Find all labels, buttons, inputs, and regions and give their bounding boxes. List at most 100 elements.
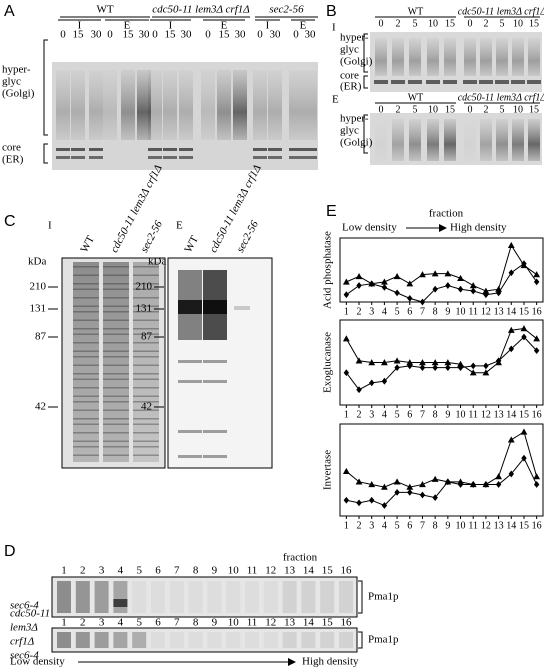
smear	[207, 581, 222, 613]
lane-label: 30	[270, 29, 282, 41]
gel-frame	[51, 627, 358, 653]
x-tick-label: 13	[494, 306, 504, 317]
smear	[339, 581, 353, 613]
lane-label: 10	[428, 18, 438, 29]
band	[73, 297, 99, 299]
point	[432, 285, 438, 293]
lane-label: 2	[80, 565, 86, 577]
lane-label: 15	[529, 104, 539, 115]
point	[431, 475, 439, 482]
lane-label: 15	[165, 29, 177, 41]
band	[178, 380, 202, 383]
band	[103, 423, 129, 425]
x-tick-label: 10	[456, 520, 466, 531]
point	[520, 428, 528, 435]
band	[103, 288, 129, 290]
point	[368, 280, 375, 288]
bracket	[358, 580, 363, 614]
lane-label: 0	[379, 18, 384, 29]
point	[521, 333, 527, 341]
lane-label: 0	[152, 29, 158, 41]
band	[133, 297, 159, 299]
fraction: E	[124, 20, 131, 32]
point	[356, 386, 362, 394]
density-label: Low density	[10, 656, 65, 667]
lane-label: 4	[118, 565, 124, 577]
plot-frame	[339, 423, 544, 517]
point	[356, 282, 362, 289]
gel	[52, 577, 357, 617]
x-tick-label: 2	[357, 409, 362, 420]
point	[508, 345, 515, 353]
point	[431, 270, 439, 277]
lane-label: 10	[513, 104, 523, 115]
point	[521, 454, 527, 462]
gel-label: E	[176, 220, 183, 232]
smear	[528, 38, 540, 76]
strain-label: lem3Δ	[10, 622, 38, 634]
x-tick-label: 12	[481, 409, 491, 420]
lane-label: 9	[212, 617, 218, 629]
band	[203, 380, 227, 383]
axis-title: fraction	[429, 208, 464, 220]
lane-label: 15	[73, 29, 85, 41]
series-line	[345, 336, 538, 391]
genotype: WT	[96, 4, 113, 16]
point	[520, 325, 528, 332]
gel-label: I	[48, 220, 52, 232]
band	[56, 156, 70, 159]
band	[103, 356, 129, 358]
x-tick-label: 12	[481, 520, 491, 531]
band-label: (Golgi)	[340, 56, 373, 68]
band	[133, 328, 159, 330]
band	[133, 423, 159, 425]
band	[103, 328, 129, 330]
smear	[512, 119, 524, 161]
band	[303, 148, 317, 151]
bracket	[363, 33, 368, 73]
point	[533, 347, 540, 354]
point	[445, 282, 451, 289]
genotype: cdc50-11 lem3Δ crf1Δ	[458, 92, 544, 103]
bracket	[43, 39, 48, 136]
lane-label: 0	[468, 104, 473, 115]
smear	[188, 581, 203, 613]
smear	[75, 581, 90, 613]
band	[179, 156, 193, 159]
band	[73, 288, 99, 290]
point	[469, 369, 477, 376]
point	[406, 483, 414, 490]
band	[133, 440, 159, 442]
point	[381, 359, 388, 366]
band	[443, 80, 457, 84]
point	[394, 364, 400, 371]
band	[71, 156, 85, 159]
point	[355, 357, 363, 364]
band	[253, 156, 267, 159]
smear	[226, 581, 241, 613]
lane-label: 15	[445, 104, 455, 115]
point	[419, 271, 426, 278]
point	[355, 273, 363, 280]
band	[103, 395, 129, 397]
point	[394, 289, 400, 297]
point	[431, 359, 439, 366]
smear	[113, 632, 128, 648]
point	[394, 488, 400, 496]
x-tick-label: 11	[468, 520, 478, 531]
lane-label: 0	[257, 29, 263, 41]
band	[178, 430, 202, 433]
fraction: I	[266, 20, 270, 32]
smear	[320, 632, 335, 648]
smear	[268, 70, 282, 140]
lane-label: 4	[118, 617, 124, 629]
band	[133, 333, 159, 335]
band	[133, 342, 159, 344]
smear	[89, 70, 103, 140]
band-label: glyc	[2, 76, 21, 88]
point	[419, 481, 426, 488]
lane-label: 7	[174, 565, 180, 577]
lane-label: 10	[428, 104, 438, 115]
smear	[427, 119, 439, 161]
lane-label: 12	[265, 617, 276, 629]
